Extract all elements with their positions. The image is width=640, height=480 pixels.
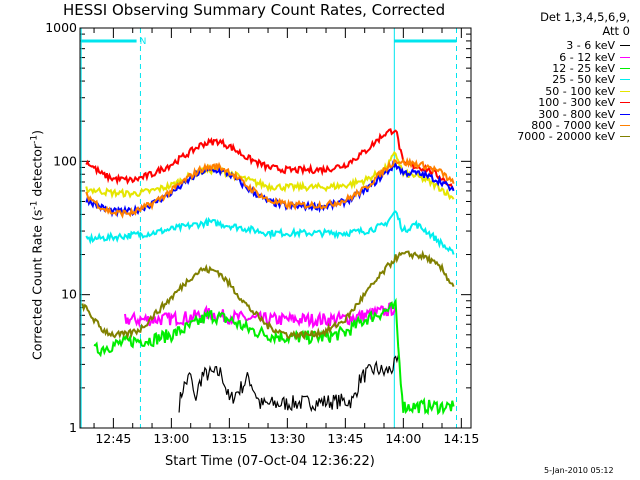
legend-header-line: Att 0 xyxy=(602,24,630,38)
legend-label: 7000 - 20000 keV xyxy=(517,130,615,144)
series-line xyxy=(178,353,401,413)
legend-entry: 7000 - 20000 keV xyxy=(486,131,630,142)
legend-swatch xyxy=(620,102,630,104)
series-line xyxy=(93,297,455,416)
legend-label: 800 - 7000 keV xyxy=(531,118,615,132)
y-axis-title-part: detector xyxy=(29,143,45,201)
chart-title: HESSI Observing Summary Count Rates, Cor… xyxy=(63,1,446,19)
legend-label: 50 - 100 keV xyxy=(545,84,615,98)
plot-frame xyxy=(79,27,472,429)
legend-label: 6 - 12 keV xyxy=(559,50,615,64)
legend-entry: 25 - 50 keV xyxy=(486,74,630,85)
y-axis-title-part: ) xyxy=(29,130,45,135)
series-line xyxy=(85,151,455,201)
x-tick-label: 12:45 xyxy=(95,431,131,446)
series-line xyxy=(85,128,455,190)
legend-entry: 12 - 25 keV xyxy=(486,63,630,74)
x-axis-title: Start Time (07-Oct-04 12:36:22) xyxy=(165,454,375,469)
y-axis-title-superscript: -1 xyxy=(29,200,40,210)
legend-swatch xyxy=(620,79,630,81)
y-tick-label: 10 xyxy=(61,287,77,302)
legend-entry: 800 - 7000 keV xyxy=(486,120,630,131)
x-tick-label: 14:00 xyxy=(385,431,421,446)
x-tick-label: 13:15 xyxy=(211,431,247,446)
x-tick-label: 13:45 xyxy=(327,431,363,446)
footer-timestamp: 5-Jan-2010 05:12 xyxy=(544,466,614,475)
legend-header: Det 1,3,4,5,6,9, Att 0 xyxy=(486,10,630,38)
legend-swatch xyxy=(620,67,630,69)
legend-label: 100 - 300 keV xyxy=(538,96,615,110)
flag-label: N xyxy=(140,37,147,47)
y-tick-label: 1000 xyxy=(45,20,77,35)
y-axis-title-superscript: -1 xyxy=(29,134,40,144)
x-tick-label: 14:15 xyxy=(443,431,479,446)
legend-swatch xyxy=(620,90,630,92)
legend-entry: 50 - 100 keV xyxy=(486,86,630,97)
y-axis-title-part: Corrected Count Rate (s xyxy=(29,209,45,360)
y-tick-label: 1 xyxy=(69,420,77,435)
series-line xyxy=(124,301,397,330)
series-line xyxy=(81,249,455,341)
legend-entry: 300 - 800 keV xyxy=(486,107,630,121)
legend-swatch xyxy=(620,45,630,47)
legend-label: 3 - 6 keV xyxy=(566,39,615,53)
legend-label: 12 - 25 keV xyxy=(552,61,615,75)
legend-entry: 3 - 6 keV xyxy=(486,40,630,51)
y-tick-label: 100 xyxy=(53,153,77,168)
legend-label: 300 - 800 keV xyxy=(538,107,615,121)
legend-swatch xyxy=(620,124,630,126)
legend-swatch xyxy=(620,113,630,115)
y-axis-title: Corrected Count Rate (s-1 detector-1) xyxy=(30,130,45,360)
legend-entry: 100 - 300 keV xyxy=(486,97,630,108)
legend: 3 - 6 keV 6 - 12 keV 12 - 25 keV 25 - 50 ke… xyxy=(486,40,630,143)
legend-label: 25 - 50 keV xyxy=(552,73,615,87)
x-tick-label: 13:30 xyxy=(269,431,305,446)
series-line xyxy=(85,210,455,255)
legend-entry: 6 - 12 keV xyxy=(486,50,630,64)
legend-header-line: Det 1,3,4,5,6,9, xyxy=(540,10,630,24)
x-tick-label: 13:00 xyxy=(153,431,189,446)
series-line xyxy=(85,156,455,219)
legend-swatch xyxy=(620,136,630,138)
legend-swatch xyxy=(620,56,630,58)
